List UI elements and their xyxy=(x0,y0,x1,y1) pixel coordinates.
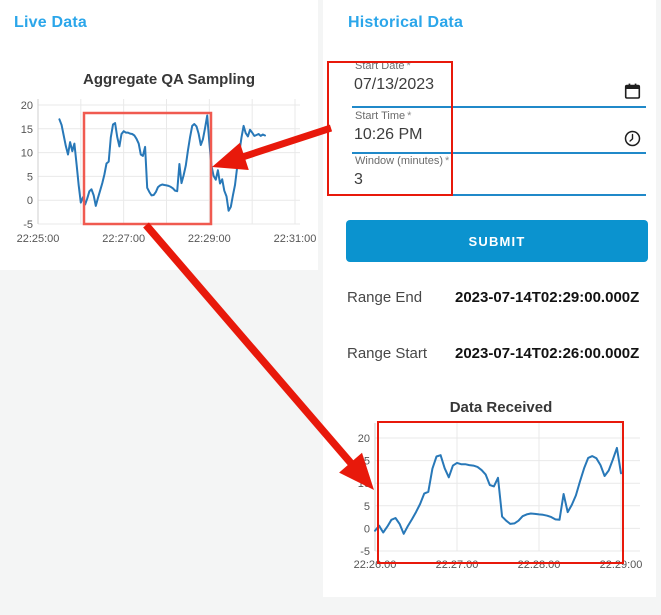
start-time-label: Start Time xyxy=(355,110,406,122)
range-end-row: Range End 2023-07-14T02:29:00.000Z xyxy=(347,289,639,306)
required-marker: * xyxy=(445,155,450,167)
y-tick-label: 10 xyxy=(358,478,370,490)
x-tick-label: 22:29:00 xyxy=(188,233,231,245)
historical-data-panel: Historical Data Start Date * 07/13/2023 S… xyxy=(323,0,656,597)
live-chart: 20 15 10 5 0 -5 22:25:00 22:27:00 22:29:00 22:31:… xyxy=(17,99,317,245)
historical-data-heading: Historical Data xyxy=(348,14,464,31)
live-data-panel: Live Data Aggregate QA Sampling 20 15 10 5 0… xyxy=(0,0,318,270)
range-start-label: Range Start xyxy=(347,345,428,362)
y-tick-label: 15 xyxy=(358,456,370,468)
window-minutes-input[interactable]: 3 xyxy=(354,171,363,188)
x-tick-label: 22:31:00 xyxy=(274,233,317,245)
x-tick-label: 22:26:00 xyxy=(354,559,397,571)
x-tick-label: 22:27:00 xyxy=(436,559,479,571)
y-tick-label: 15 xyxy=(21,124,33,136)
live-chart-title: Aggregate QA Sampling xyxy=(83,71,255,88)
range-start-value: 2023-07-14T02:26:00.000Z xyxy=(455,345,640,362)
submit-button[interactable]: SUBMIT xyxy=(346,220,648,262)
required-marker: * xyxy=(407,110,412,122)
window-minutes-label: Window (minutes) xyxy=(355,155,444,167)
window-minutes-field[interactable]: Window (minutes) * 3 xyxy=(352,155,646,196)
calendar-icon[interactable] xyxy=(624,83,641,105)
live-data-heading: Live Data xyxy=(14,14,87,31)
x-tick-label: 22:29:00 xyxy=(600,559,643,571)
required-marker: * xyxy=(406,60,411,72)
range-start-row: Range Start 2023-07-14T02:26:00.000Z xyxy=(347,345,639,362)
start-time-field[interactable]: Start Time * 10:26 PM xyxy=(352,110,646,154)
x-tick-label: 22:27:00 xyxy=(102,233,145,245)
y-tick-label: 20 xyxy=(21,100,33,112)
range-end-value: 2023-07-14T02:29:00.000Z xyxy=(455,289,640,306)
start-date-label: Start Date xyxy=(355,60,405,72)
hist-chart-title: Data Received xyxy=(449,399,553,416)
y-tick-label: 10 xyxy=(21,148,33,160)
hist-chart: 20 15 10 5 0 -522:26:00 22:27:00 22:28:00 22:29:… xyxy=(354,423,643,571)
y-tick-label: 5 xyxy=(364,501,370,513)
data-line-aggregate_qa_sampling xyxy=(58,114,266,212)
start-date-input[interactable]: 07/13/2023 xyxy=(354,76,435,93)
start-time-input[interactable]: 10:26 PM xyxy=(354,126,423,143)
y-tick-label: 0 xyxy=(27,195,33,207)
x-tick-label: 22:25:00 xyxy=(17,233,60,245)
range-end-label: Range End xyxy=(347,289,423,306)
y-tick-label: 20 xyxy=(358,433,370,445)
x-tick-label: 22:28:00 xyxy=(518,559,561,571)
start-date-field[interactable]: Start Date * 07/13/2023 xyxy=(352,60,646,108)
clock-icon[interactable] xyxy=(624,130,641,152)
y-tick-label: 5 xyxy=(27,171,33,183)
y-tick-label: 0 xyxy=(364,523,370,535)
y-tick-label: -5 xyxy=(360,546,370,558)
y-tick-label: -5 xyxy=(23,219,33,231)
